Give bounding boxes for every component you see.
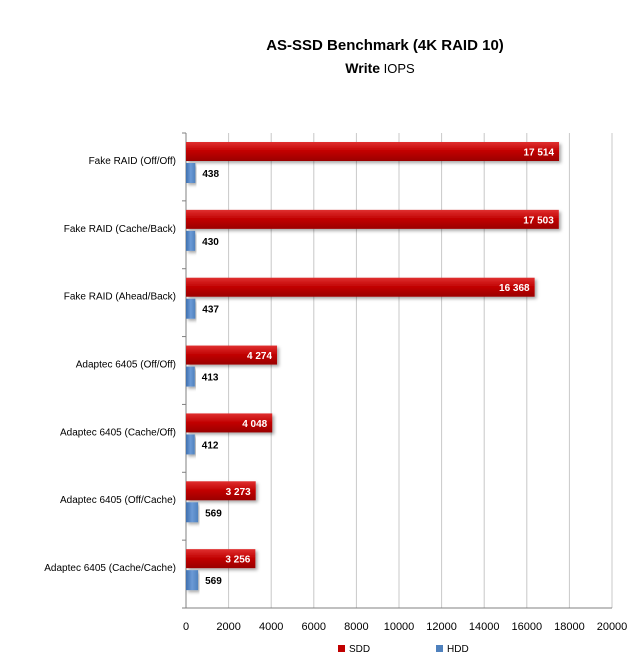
x-tick-label: 2000 <box>216 621 240 633</box>
category-label: Fake RAID (Off/Off) <box>89 156 176 167</box>
data-label-hdd: 438 <box>202 169 219 180</box>
x-tick-label: 12000 <box>426 621 457 633</box>
bar-sdd <box>186 142 560 161</box>
category-label: Adaptec 6405 (Off/Off) <box>76 360 176 371</box>
bar-hdd <box>186 163 196 183</box>
value-axis: 0 2000 4000 6000 8000 10000 12000 14000 16000 180… <box>183 621 627 633</box>
plot-area: 17 514 438 17 503 430 16 368 437 4 274 413 4 048… <box>186 142 560 591</box>
category-axis: Fake RAID (Off/Off) Fake RAID (Cache/Back… <box>44 156 176 574</box>
bar-hdd <box>186 434 195 455</box>
x-tick-label: 6000 <box>302 621 326 633</box>
data-label-sdd: 3 256 <box>225 555 250 566</box>
bar-sdd <box>186 413 273 433</box>
bar-hdd <box>186 230 196 251</box>
category-label: Fake RAID (Cache/Back) <box>64 224 176 235</box>
bar-hdd <box>186 366 195 387</box>
data-label-sdd: 16 368 <box>499 283 530 294</box>
x-tick-label: 10000 <box>384 621 415 633</box>
chart-subtitle: Write IOPS <box>345 60 415 76</box>
legend-swatch <box>338 645 345 652</box>
data-label-hdd: 430 <box>202 237 219 248</box>
subtitle-rest: IOPS <box>380 61 415 76</box>
x-tick-label: 18000 <box>554 621 585 633</box>
category-label: Adaptec 6405 (Cache/Cache) <box>44 563 176 574</box>
chart-title: AS-SSD Benchmark (4K RAID 10) <box>266 37 504 54</box>
bar-sdd <box>186 277 535 297</box>
data-label-hdd: 437 <box>202 305 219 316</box>
bar-hdd <box>186 502 199 523</box>
legend: SDD HDD <box>338 644 469 655</box>
category-label: Fake RAID (Ahead/Back) <box>64 292 176 303</box>
data-label-sdd: 17 514 <box>523 148 554 159</box>
data-label-sdd: 4 048 <box>242 419 267 430</box>
data-label-hdd: 412 <box>202 440 219 451</box>
x-tick-label: 14000 <box>469 621 500 633</box>
data-label-hdd: 569 <box>205 576 222 587</box>
data-label-sdd: 3 273 <box>226 487 251 498</box>
x-tick-label: 16000 <box>512 621 543 633</box>
legend-swatch <box>436 645 443 652</box>
bar-sdd <box>186 209 559 229</box>
x-tick-label: 8000 <box>344 621 368 633</box>
legend-label: SDD <box>349 644 370 655</box>
bar-sdd <box>186 549 256 569</box>
legend-label: HDD <box>447 644 469 655</box>
bar-hdd <box>186 298 196 319</box>
category-label: Adaptec 6405 (Cache/Off) <box>60 427 176 438</box>
grid-lines <box>182 132 613 609</box>
subtitle-bold: Write <box>345 60 380 76</box>
x-tick-label: 0 <box>183 621 189 633</box>
bar-sdd <box>186 481 256 501</box>
data-label-sdd: 4 274 <box>247 351 272 362</box>
data-label-hdd: 569 <box>205 508 222 519</box>
category-label: Adaptec 6405 (Off/Cache) <box>60 495 176 506</box>
x-tick-label: 20000 <box>597 621 628 633</box>
data-label-hdd: 413 <box>202 373 219 384</box>
bar-hdd <box>186 570 199 591</box>
x-tick-label: 4000 <box>259 621 283 633</box>
data-label-sdd: 17 503 <box>523 215 554 226</box>
bar-sdd <box>186 345 278 365</box>
